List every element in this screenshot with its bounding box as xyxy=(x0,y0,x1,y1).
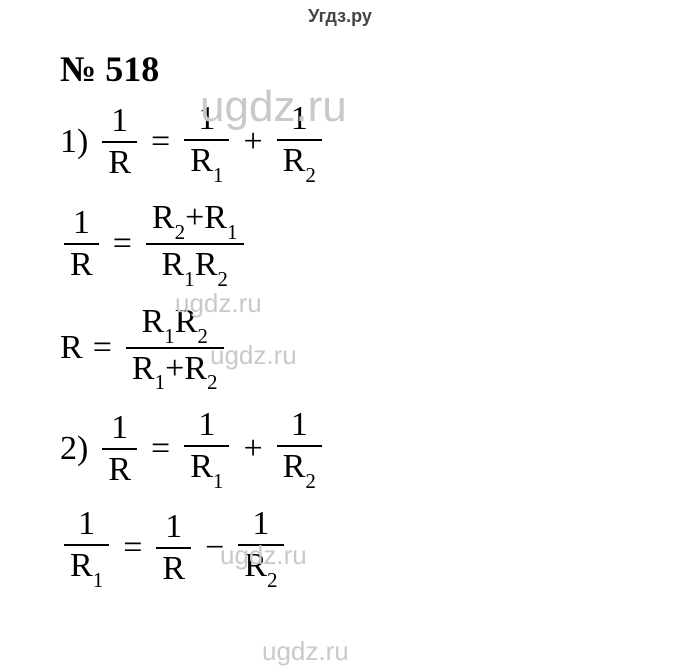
denominator: R xyxy=(156,550,191,588)
numerator: 1 xyxy=(67,204,96,242)
denominator: R1 xyxy=(64,547,109,590)
fraction: 1 R xyxy=(156,508,191,588)
equation-line-4: 2) 1 R = 1 R1 + 1 R2 xyxy=(60,406,650,491)
fraction: 1 R xyxy=(102,102,137,182)
item-lead-1: 1) xyxy=(60,125,88,159)
numerator: 1 xyxy=(72,505,101,543)
minus: − xyxy=(205,531,224,565)
equation-line-3: R = R1R2 R1+R2 xyxy=(60,303,650,393)
item-lead-2: 2) xyxy=(60,432,88,466)
site-header: Угдз.ру xyxy=(0,6,680,27)
equals: = xyxy=(93,331,112,365)
numerator: 1 xyxy=(285,100,314,138)
fraction: R1R2 R1+R2 xyxy=(126,303,224,393)
numerator: 1 xyxy=(192,100,221,138)
denominator: R1+R2 xyxy=(126,350,224,393)
fraction-bar xyxy=(64,243,99,245)
numerator: 1 xyxy=(105,102,134,140)
fraction: 1 R2 xyxy=(277,406,322,491)
denominator: R2 xyxy=(277,142,322,185)
denominator: R2 xyxy=(238,547,283,590)
problem-number: № 518 xyxy=(60,48,650,90)
equals: = xyxy=(151,125,170,159)
fraction-bar xyxy=(277,445,322,447)
equation-line-5: 1 R1 = 1 R − 1 R2 xyxy=(60,505,650,590)
fraction: 1 R xyxy=(102,409,137,489)
denominator: R1 xyxy=(184,448,229,491)
plus: + xyxy=(243,125,262,159)
numerator: 1 xyxy=(285,406,314,444)
fraction-bar xyxy=(64,544,109,546)
fraction: 1 R1 xyxy=(64,505,109,590)
numerator: 1 xyxy=(192,406,221,444)
fraction-bar xyxy=(184,139,229,141)
numerator: R2+R1 xyxy=(146,199,244,242)
fraction: 1 R1 xyxy=(184,100,229,185)
equals: = xyxy=(151,432,170,466)
fraction-bar xyxy=(238,544,283,546)
numerator: R1R2 xyxy=(135,303,213,346)
equals: = xyxy=(123,531,142,565)
fraction: 1 R1 xyxy=(184,406,229,491)
fraction-bar xyxy=(184,445,229,447)
fraction-bar xyxy=(102,141,137,143)
denominator: R1R2 xyxy=(155,246,233,289)
fraction: 1 R2 xyxy=(238,505,283,590)
fraction-bar xyxy=(102,448,137,450)
denominator: R xyxy=(102,451,137,489)
denominator: R xyxy=(102,144,137,182)
equals: = xyxy=(113,227,132,261)
fraction: 1 R xyxy=(64,204,99,284)
fraction: 1 R2 xyxy=(277,100,322,185)
plus: + xyxy=(243,432,262,466)
equation-line-1: 1) 1 R = 1 R1 + 1 R2 xyxy=(60,100,650,185)
page: Угдз.ру № 518 1) 1 R = 1 R1 + 1 R2 1 R xyxy=(0,0,680,668)
numerator: 1 xyxy=(246,505,275,543)
numerator: 1 xyxy=(159,508,188,546)
denominator: R2 xyxy=(277,448,322,491)
lhs-variable: R xyxy=(60,331,83,365)
numerator: 1 xyxy=(105,409,134,447)
fraction: R2+R1 R1R2 xyxy=(146,199,244,289)
denominator: R xyxy=(64,246,99,284)
fraction-bar xyxy=(277,139,322,141)
denominator: R1 xyxy=(184,142,229,185)
number-value: 518 xyxy=(105,49,159,89)
fraction-bar xyxy=(156,547,191,549)
watermark-text: ugdz.ru xyxy=(262,636,349,667)
number-prefix: № xyxy=(60,49,96,89)
equation-line-2: 1 R = R2+R1 R1R2 xyxy=(60,199,650,289)
